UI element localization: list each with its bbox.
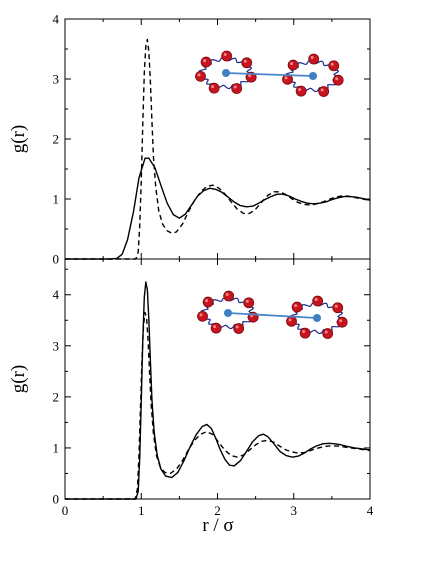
bottom-axis-ticks: 0 1 2 3 4 0 1 2 3 4 <box>53 259 374 518</box>
bead <box>200 56 212 68</box>
bead <box>287 59 299 71</box>
x-axis-title: r / σ <box>202 515 233 536</box>
bead <box>223 290 235 302</box>
bead-highlight <box>298 88 302 92</box>
bead <box>332 302 344 314</box>
bead <box>291 301 303 313</box>
top-solid-series-line <box>65 157 371 260</box>
bead <box>208 82 220 94</box>
center-bond <box>225 72 314 77</box>
bead-highlight <box>197 73 201 77</box>
bead <box>195 70 206 82</box>
bead-highlight <box>213 325 217 329</box>
top-y-axis-title: g(r) <box>8 125 29 153</box>
center-bead <box>224 309 232 317</box>
bead-highlight <box>334 304 338 308</box>
center-bond <box>227 312 318 319</box>
bead <box>243 297 255 309</box>
bead <box>202 296 214 308</box>
bead <box>328 60 340 72</box>
bead <box>299 327 311 339</box>
bead <box>241 57 253 69</box>
bottom-y-tick-label: 3 <box>53 338 60 353</box>
bead-highlight <box>339 319 343 323</box>
bead <box>295 85 307 97</box>
bead-highlight <box>314 298 318 302</box>
top-y-tick-label: 0 <box>53 252 60 267</box>
bead <box>231 83 243 94</box>
center-bead <box>313 314 321 322</box>
bead-highlight <box>225 293 229 297</box>
bead <box>308 53 320 65</box>
two-ring-molecules-icon <box>195 50 344 97</box>
bead-highlight <box>335 77 339 81</box>
top-y-tick-label: 4 <box>53 12 60 27</box>
x-tick-label: 1 <box>138 503 145 518</box>
bead <box>336 316 348 328</box>
bead <box>233 323 245 334</box>
bead <box>332 74 344 86</box>
bead <box>318 86 330 97</box>
bottom-y-axis-title: g(r) <box>8 365 29 393</box>
x-tick-label: 2 <box>214 503 221 518</box>
bead-highlight <box>330 62 334 66</box>
bead-highlight <box>294 304 298 308</box>
bead <box>286 315 297 327</box>
bead-highlight <box>199 313 203 317</box>
bead-highlight <box>235 325 239 329</box>
bead-highlight <box>324 330 328 334</box>
bead-highlight <box>205 299 209 303</box>
bead-highlight <box>320 88 324 92</box>
bottom-y-tick-label: 0 <box>53 492 60 507</box>
top-plot-frame <box>64 18 371 260</box>
bead-highlight <box>290 62 294 66</box>
top-y-tick-label: 1 <box>53 192 60 207</box>
bead-highlight <box>302 330 306 334</box>
bead-highlight <box>233 85 237 89</box>
x-tick-label: 3 <box>291 503 298 518</box>
bead-highlight <box>211 85 215 89</box>
top-y-tick-label: 3 <box>53 72 60 87</box>
x-tick-label: 4 <box>367 503 374 518</box>
bead-highlight <box>288 318 292 322</box>
bottom-y-tick-label: 2 <box>53 389 60 404</box>
bead-highlight <box>203 59 207 63</box>
center-bead <box>309 72 317 80</box>
bead <box>312 295 324 307</box>
bottom-panel: 0 1 2 3 4 0 1 2 3 4 g(r) r / σ <box>8 258 374 536</box>
two-ring-molecules-icon <box>197 290 348 339</box>
bead-highlight <box>243 59 247 63</box>
top-y-tick-label: 2 <box>53 132 60 147</box>
bottom-y-tick-label: 4 <box>53 287 60 302</box>
top-dashed-series-line <box>65 38 371 260</box>
top-curves <box>65 38 371 260</box>
bead-highlight <box>245 299 249 303</box>
bead-highlight <box>310 56 314 60</box>
bead <box>210 322 222 334</box>
bottom-solid-series-line <box>65 281 371 500</box>
bead-highlight <box>223 53 227 57</box>
bead <box>322 328 334 339</box>
x-tick-label: 0 <box>62 503 69 518</box>
bead <box>221 50 233 62</box>
bead-highlight <box>284 76 288 80</box>
top-panel: 0 1 2 3 4 g(r) <box>8 12 371 267</box>
bottom-y-tick-label: 1 <box>53 440 60 455</box>
center-bead <box>222 69 230 77</box>
bottom-plot-frame <box>64 258 371 500</box>
bottom-curves <box>65 281 371 500</box>
bead <box>197 310 208 322</box>
bottom-dashed-series-line <box>65 311 371 500</box>
bead-highlight <box>248 74 252 78</box>
top-axis-ticks: 0 1 2 3 4 <box>53 12 371 267</box>
